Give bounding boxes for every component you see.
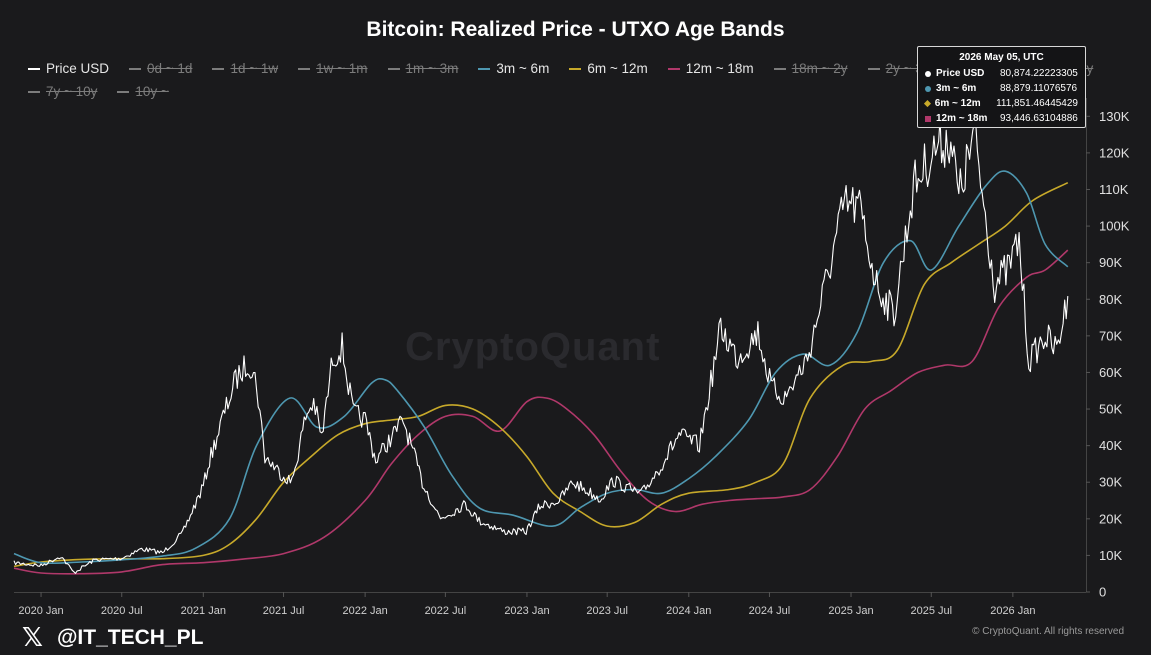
x-tick-label: 2024 Jan bbox=[666, 605, 711, 617]
tooltip-marker-diamond bbox=[923, 100, 931, 107]
x-logo-icon: 𝕏 bbox=[22, 623, 43, 653]
tooltip-series-value: 93,446.63104886 bbox=[1000, 113, 1078, 124]
legend-label: 10y ~ bbox=[135, 84, 169, 99]
legend-label: 7y ~ 10y bbox=[46, 84, 98, 99]
tooltip-row: Price USD 80,874.22223305 bbox=[925, 66, 1078, 81]
tooltip-series-value: 88,879.11076576 bbox=[1000, 83, 1078, 94]
legend-item-5[interactable]: 3m ~ 6m bbox=[478, 59, 549, 79]
legend-swatch bbox=[28, 68, 40, 70]
y-tick-label: 10K bbox=[1099, 548, 1122, 563]
y-tick-label: 40K bbox=[1099, 438, 1122, 453]
legend-item-6[interactable]: 6m ~ 12m bbox=[569, 59, 648, 79]
legend-swatch bbox=[212, 68, 225, 70]
x-tick-label: 2020 Jul bbox=[101, 605, 143, 617]
legend-item-4[interactable]: 1m ~ 3m bbox=[387, 59, 459, 79]
tooltip-marker-square bbox=[925, 115, 931, 122]
legend-label: 12m ~ 18m bbox=[685, 61, 754, 76]
tooltip-row: 3m ~ 6m 88,879.11076576 bbox=[925, 81, 1078, 96]
legend-swatch bbox=[667, 68, 680, 70]
legend-item-2[interactable]: 1d ~ 1w bbox=[212, 59, 278, 79]
legend-label: 1w ~ 1m bbox=[316, 61, 368, 76]
legend-label: Price USD bbox=[46, 61, 110, 76]
y-tick-label: 20K bbox=[1099, 511, 1122, 526]
y-tick-label: 0 bbox=[1099, 585, 1106, 600]
tooltip-marker-circle bbox=[925, 85, 931, 92]
legend-swatch bbox=[28, 91, 40, 93]
x-tick-label: 2024 Jul bbox=[749, 605, 791, 617]
legend-label: 18m ~ 2y bbox=[791, 61, 848, 76]
brand: 𝕏 @IT_TECH_PL bbox=[22, 623, 203, 653]
legend-swatch bbox=[569, 68, 582, 70]
x-tick-label: 2020 Jan bbox=[18, 605, 63, 617]
tooltip-series-name: 12m ~ 18m bbox=[936, 113, 988, 124]
tooltip-date: 2026 May 05, UTC bbox=[959, 52, 1044, 63]
x-tick-label: 2023 Jul bbox=[586, 605, 628, 617]
tooltip-row: 6m ~ 12m 111,851.46445429 bbox=[923, 96, 1078, 111]
legend-swatch bbox=[117, 91, 130, 93]
x-tick-label: 2025 Jan bbox=[828, 605, 873, 617]
x-tick-label: 2022 Jul bbox=[425, 605, 467, 617]
legend-label: 6m ~ 12m bbox=[587, 61, 648, 76]
copyright-text: © CryptoQuant. All rights reserved bbox=[972, 626, 1124, 637]
legend-swatch bbox=[867, 68, 880, 70]
hover-tooltip: 2026 May 05, UTC Price USD 80,874.2222330… bbox=[917, 46, 1086, 128]
x-tick-label: 2021 Jan bbox=[181, 605, 226, 617]
tooltip-series-value: 80,874.22223305 bbox=[1000, 68, 1078, 79]
y-tick-label: 60K bbox=[1099, 365, 1122, 380]
tooltip-series-value: 111,851.46445429 bbox=[996, 98, 1078, 109]
legend-label: 0d ~ 1d bbox=[147, 61, 193, 76]
y-tick-label: 90K bbox=[1099, 255, 1122, 270]
tooltip-series-name: 6m ~ 12m bbox=[934, 98, 981, 109]
series-line-0 bbox=[13, 117, 1069, 574]
legend-item-13[interactable]: 10y ~ bbox=[117, 82, 169, 102]
legend-label: 1d ~ 1w bbox=[230, 61, 279, 76]
legend-swatch bbox=[773, 68, 786, 70]
legend-item-3[interactable]: 1w ~ 1m bbox=[298, 59, 368, 79]
series-line-3 bbox=[13, 249, 1069, 575]
tooltip-row: 12m ~ 18m 93,446.63104886 bbox=[925, 111, 1078, 126]
legend-swatch bbox=[129, 68, 142, 70]
watermark: CryptoQuant bbox=[405, 325, 661, 369]
series-line-1 bbox=[13, 170, 1069, 565]
legend-swatch bbox=[387, 68, 400, 70]
brand-handle: @IT_TECH_PL bbox=[56, 626, 204, 649]
y-tick-label: 80K bbox=[1099, 292, 1122, 307]
legend-item-8[interactable]: 18m ~ 2y bbox=[773, 59, 848, 79]
legend-item-12[interactable]: 7y ~ 10y bbox=[28, 82, 97, 102]
y-tick-label: 120K bbox=[1099, 145, 1130, 160]
legend-label: 3m ~ 6m bbox=[496, 61, 550, 76]
y-tick-label: 110K bbox=[1099, 182, 1129, 197]
legend-swatch bbox=[298, 68, 311, 70]
chart-title: Bitcoin: Realized Price - UTXO Age Bands bbox=[366, 18, 785, 41]
legend-item-7[interactable]: 12m ~ 18m bbox=[667, 59, 754, 79]
x-tick-label: 2026 Jan bbox=[990, 605, 1035, 617]
legend-swatch bbox=[478, 68, 491, 70]
tooltip-marker-circle bbox=[925, 70, 931, 77]
y-tick-label: 70K bbox=[1099, 328, 1122, 343]
y-tick-label: 30K bbox=[1099, 475, 1122, 490]
legend-item-0[interactable]: Price USD bbox=[28, 59, 109, 79]
x-tick-label: 2025 Jul bbox=[910, 605, 952, 617]
y-tick-label: 50K bbox=[1099, 402, 1122, 417]
x-tick-label: 2022 Jan bbox=[342, 605, 387, 617]
series-line-2 bbox=[13, 181, 1069, 568]
x-tick-label: 2021 Jul bbox=[263, 605, 305, 617]
tooltip-series-name: 3m ~ 6m bbox=[936, 83, 977, 94]
y-tick-label: 130K bbox=[1099, 109, 1130, 124]
y-tick-label: 100K bbox=[1099, 219, 1130, 234]
legend-item-1[interactable]: 0d ~ 1d bbox=[129, 59, 192, 79]
legend-label: 1m ~ 3m bbox=[405, 61, 459, 76]
tooltip-series-name: Price USD bbox=[936, 68, 985, 79]
x-tick-label: 2023 Jan bbox=[504, 605, 549, 617]
